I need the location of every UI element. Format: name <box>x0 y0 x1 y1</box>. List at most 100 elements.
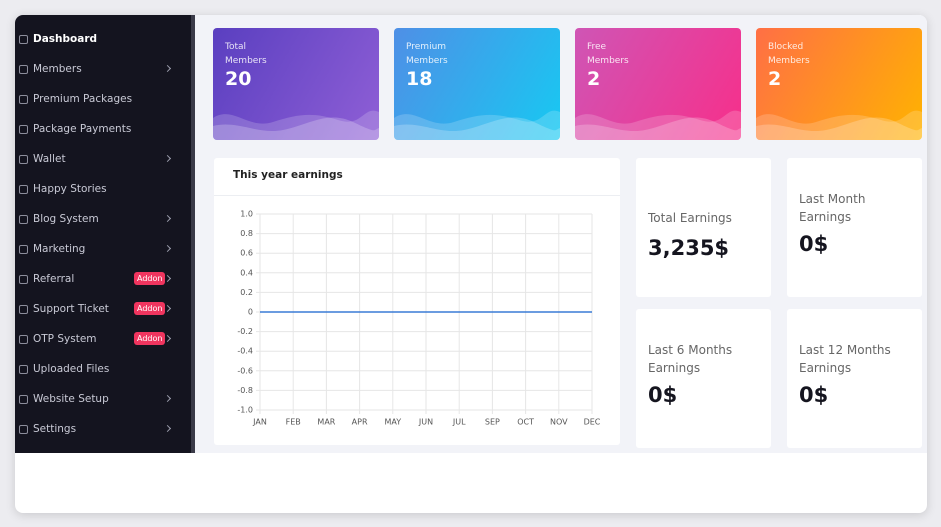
wave <box>213 110 379 140</box>
nav-item[interactable]: Uploaded Files <box>15 358 191 380</box>
nav-icon <box>19 215 28 224</box>
nav-label: Uploaded Files <box>33 363 110 375</box>
nav-item[interactable]: Website Setup <box>15 388 191 410</box>
nav-item[interactable]: Marketing <box>15 238 191 260</box>
wave-front <box>756 117 922 140</box>
x-tick-label: OCT <box>517 418 534 427</box>
nav-icon <box>19 125 28 134</box>
y-tick-label: -0.2 <box>237 327 253 336</box>
stat-label: Premium Members <box>406 42 448 66</box>
nav-item[interactable]: OTP System Addon <box>15 328 191 350</box>
main-content: This year earnings -1.0 -0.8 -0.6 -0.4 -0.2 0… <box>195 15 927 453</box>
addon-badge: Addon <box>134 302 166 315</box>
y-tick-label: 0.2 <box>240 288 253 297</box>
chevron <box>163 154 172 163</box>
y-tick-label: 0.4 <box>240 268 253 277</box>
chart: -1.0 -0.8 -0.6 -0.4 -0.2 0 0.2 0.4 0.6 0.8 1.0 JAN F… <box>237 210 601 427</box>
nav-item[interactable]: Happy Stories <box>15 178 191 200</box>
chevron <box>163 244 172 253</box>
nav-label: OTP System <box>33 333 97 345</box>
nav-icon <box>19 65 28 74</box>
x-tick-label: MAR <box>317 418 335 427</box>
chevron <box>163 424 172 433</box>
wave-back <box>575 110 741 140</box>
nav-icon <box>19 305 28 314</box>
nav-label: Members <box>33 63 82 75</box>
nav-item[interactable]: Referral Addon <box>15 268 191 290</box>
nav-item[interactable]: Members <box>15 58 191 80</box>
nav-item[interactable]: Wallet <box>15 148 191 170</box>
nav-item[interactable]: Support Ticket Addon <box>15 298 191 320</box>
nav-label: Referral <box>33 273 75 285</box>
earnings-card: Total Earnings 3,235$ <box>636 158 771 297</box>
x-tick-label: DEC <box>584 418 601 427</box>
nav-item[interactable]: Premium Packages <box>15 88 191 110</box>
nav-label: Package Payments <box>33 123 132 135</box>
chevron <box>163 394 172 403</box>
x-tick-label: JAN <box>252 418 267 427</box>
earnings-card: Last Month Earnings 0$ <box>787 158 922 297</box>
nav-icon <box>19 275 28 284</box>
stat-value: 2 <box>587 68 601 90</box>
chevron <box>163 274 172 283</box>
wave-front <box>394 117 560 140</box>
stat-card: Blocked Members 2 <box>756 28 922 140</box>
addon-badge: Addon <box>134 272 166 285</box>
stat-value: 2 <box>768 68 782 90</box>
nav-icon <box>19 155 28 164</box>
wave <box>575 110 741 140</box>
wave-back <box>756 110 922 140</box>
earnings-label: Last Month Earnings <box>799 192 866 224</box>
scrollbar <box>191 15 195 453</box>
nav-label: Blog System <box>33 213 99 225</box>
wave-back <box>394 110 560 140</box>
nav-label: Happy Stories <box>33 183 107 195</box>
y-tick-label: -0.6 <box>237 366 253 375</box>
stat-card: Total Members 20 <box>213 28 379 140</box>
nav-item[interactable]: Blog System <box>15 208 191 230</box>
nav-icon <box>19 365 28 374</box>
nav-label: Premium Packages <box>33 93 133 105</box>
y-tick-label: 0.6 <box>240 249 253 258</box>
app-window: Dashboard Members Premium Packages Package … <box>15 15 927 513</box>
y-tick-label: 0.8 <box>240 229 253 238</box>
nav-icon <box>19 335 28 344</box>
x-tick-label: APR <box>352 418 368 427</box>
divider <box>214 195 620 196</box>
wave <box>394 110 560 140</box>
nav-item[interactable]: Dashboard <box>15 28 191 50</box>
earnings-value: 3,235$ <box>648 236 730 260</box>
y-tick-label: -1.0 <box>237 406 253 415</box>
x-tick-label: JUL <box>452 418 466 427</box>
nav-icon <box>19 185 28 194</box>
earnings-label: Last 6 Months Earnings <box>648 343 733 375</box>
stat-label: Blocked Members <box>768 42 810 66</box>
chart-title: This year earnings <box>233 169 343 181</box>
nav-item[interactable]: Package Payments <box>15 118 191 140</box>
x-tick-label: FEB <box>286 418 301 427</box>
stat-label: Total Members <box>225 42 267 66</box>
stat-card: Premium Members 18 <box>394 28 560 140</box>
nav-label: Marketing <box>33 243 86 255</box>
earnings-value: 0$ <box>799 383 829 407</box>
nav-label: Wallet <box>33 153 66 165</box>
earnings-label: Total Earnings <box>648 211 732 225</box>
earnings-card: Last 6 Months Earnings 0$ <box>636 309 771 448</box>
chevron <box>163 64 172 73</box>
y-tick-label: 1.0 <box>240 210 253 219</box>
earnings-value: 0$ <box>648 383 678 407</box>
earnings-label: Last 12 Months Earnings <box>799 343 891 375</box>
nav-item[interactable]: Settings <box>15 418 191 440</box>
stat-value: 18 <box>406 68 433 90</box>
wave <box>756 110 922 140</box>
nav-label: Support Ticket <box>33 303 109 315</box>
wave-front <box>575 117 741 140</box>
nav-label: Settings <box>33 423 77 435</box>
nav-icon <box>19 425 28 434</box>
nav-icon <box>19 245 28 254</box>
x-tick-label: JUN <box>418 418 433 427</box>
stat-card: Free Members 2 <box>575 28 741 140</box>
x-tick-label: NOV <box>550 418 568 427</box>
stat-value: 20 <box>225 68 252 90</box>
